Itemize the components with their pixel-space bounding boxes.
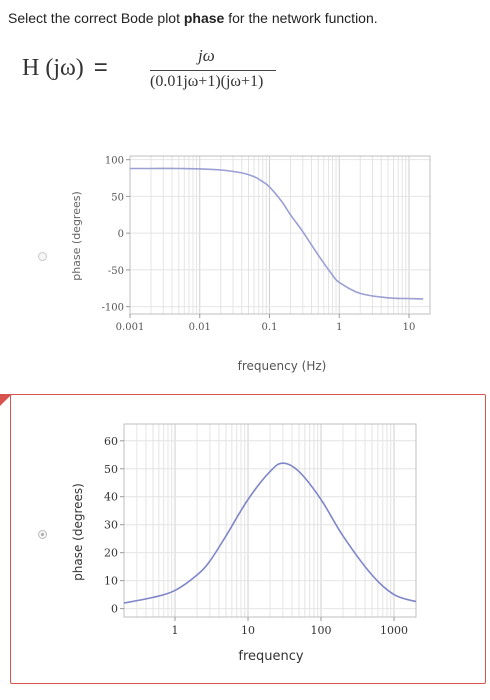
network-function-formula: H (jω) = jω (0.01jω+1)(jω+1) xyxy=(22,44,342,104)
y-tick-label: 10 xyxy=(104,574,118,587)
option-a-y-ticks: 100 50 0 -50 -100 xyxy=(102,156,130,314)
x-tick-label: 1 xyxy=(336,322,342,333)
formula-equals: = xyxy=(93,54,108,81)
option-b-y-label: phase (degrees) xyxy=(71,483,85,581)
option-a-radio[interactable] xyxy=(38,252,47,261)
y-tick-label: -100 xyxy=(102,303,124,314)
question-suffix: for the network function. xyxy=(224,10,378,26)
question-bold-word: phase xyxy=(183,10,225,26)
x-tick-label: 0.001 xyxy=(116,322,145,333)
y-tick-label: 50 xyxy=(111,192,124,203)
formula-denominator: (0.01jω+1)(jω+1) xyxy=(150,73,264,90)
formula-fraction-bar xyxy=(150,70,276,71)
y-tick-label: 100 xyxy=(105,156,124,167)
x-tick-label: 10 xyxy=(241,624,255,637)
question-text: Select the correct Bode plot phase for t… xyxy=(8,10,478,26)
option-a-x-ticks: 0.001 0.01 0.1 1 10 xyxy=(116,314,416,333)
answer-option-a[interactable]: 100 50 0 -50 -100 0.001 0.01 0.1 1 10 frequency … xyxy=(0,140,490,390)
answer-option-b[interactable]: 60 50 40 30 20 10 0 1 10 100 1000 frequency phase… xyxy=(10,394,486,684)
option-b-x-label: frequency xyxy=(238,649,304,664)
y-tick-label: 30 xyxy=(104,518,118,531)
question-prefix: Select the correct Bode plot xyxy=(8,10,184,26)
x-tick-label: 0.01 xyxy=(189,322,211,333)
formula-numerator: jω xyxy=(198,46,215,65)
x-tick-label: 0.1 xyxy=(262,322,278,333)
x-tick-label: 1 xyxy=(171,624,178,637)
formula-h: H (jω) xyxy=(22,55,84,81)
option-b-radio[interactable] xyxy=(38,530,47,539)
x-tick-label: 1000 xyxy=(380,624,408,637)
option-a-phase-chart: 100 50 0 -50 -100 0.001 0.01 0.1 1 10 frequency … xyxy=(70,155,431,373)
option-b-grid xyxy=(123,423,416,617)
option-b-phase-curve xyxy=(123,461,416,604)
y-tick-label: 20 xyxy=(104,546,118,559)
y-tick-label: 40 xyxy=(104,490,118,503)
option-a-plot-frame xyxy=(129,155,431,315)
option-a-grid xyxy=(129,156,431,314)
option-a-y-label: phase (degrees) xyxy=(70,191,83,281)
option-a-phase-curve xyxy=(130,167,424,300)
option-b-y-ticks: 60 50 40 30 20 10 0 xyxy=(104,434,124,615)
x-tick-label: 10 xyxy=(403,322,416,333)
x-tick-label: 100 xyxy=(310,624,331,637)
y-tick-label: 0 xyxy=(118,229,124,240)
formula-lhs: H (jω) = xyxy=(22,54,108,82)
option-a-x-label: frequency (Hz) xyxy=(238,359,327,373)
selected-option-marker xyxy=(0,394,12,406)
option-b-x-ticks: 1 10 100 1000 xyxy=(171,616,408,637)
y-tick-label: -50 xyxy=(108,266,124,277)
y-tick-label: 50 xyxy=(104,462,118,475)
y-tick-label: 0 xyxy=(111,602,118,615)
y-tick-label: 60 xyxy=(104,434,118,447)
option-b-plot-frame xyxy=(123,423,416,617)
